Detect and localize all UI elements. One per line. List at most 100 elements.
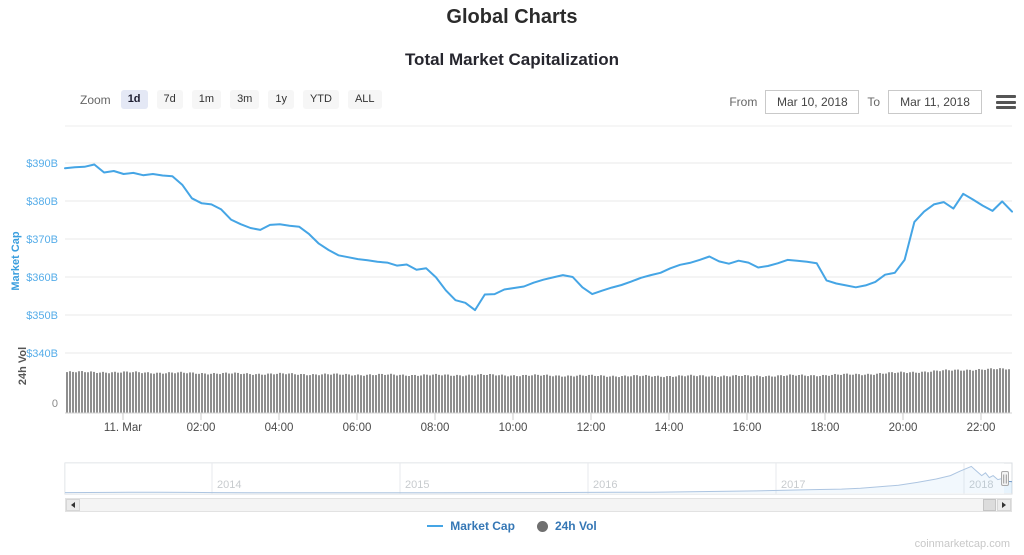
scrollbar-right-arrow[interactable] [997, 499, 1011, 511]
volume-bar [186, 373, 188, 413]
volume-bar [162, 373, 164, 413]
volume-bar [507, 376, 509, 413]
volume-bar [630, 376, 632, 413]
volume-bar [870, 374, 872, 413]
volume-bar [363, 375, 365, 413]
volume-bar [165, 373, 167, 413]
volume-bar [639, 376, 641, 413]
from-date-input[interactable] [765, 90, 860, 114]
volume-bar [168, 372, 170, 413]
volume-bar [978, 368, 980, 413]
to-label: To [867, 95, 880, 109]
zoom-button-ytd[interactable]: YTD [302, 90, 339, 109]
zoom-button-group: Zoom 1d 7d 1m 3m 1y YTD ALL [80, 90, 391, 109]
navigator-handle[interactable] [1001, 471, 1009, 486]
volume-bar [495, 375, 497, 413]
volume-bar [219, 374, 221, 413]
x-axis-tick-label: 16:00 [733, 422, 762, 434]
x-axis-tick-label: 10:00 [499, 422, 528, 434]
volume-bar [282, 373, 284, 413]
volume-bar [213, 372, 215, 413]
volume-bar [459, 375, 461, 413]
x-axis-tick-label: 11. Mar [104, 422, 142, 434]
volume-bar [519, 376, 521, 413]
volume-bar [585, 375, 587, 413]
volume-bar [894, 373, 896, 413]
volume-bar [789, 374, 791, 413]
chart-scrollbar[interactable] [65, 498, 1012, 512]
volume-bar [492, 374, 494, 413]
volume-bar [411, 375, 413, 413]
volume-bar [963, 370, 965, 413]
volume-bar [573, 376, 575, 413]
volume-bar [216, 373, 218, 413]
volume-bar [252, 374, 254, 413]
volume-bar [69, 371, 71, 413]
volume-bar [243, 373, 245, 413]
x-axis-tick-label: 22:00 [967, 422, 996, 434]
volume-bar [330, 374, 332, 413]
volume-bar [582, 375, 584, 413]
to-date-input[interactable] [888, 90, 982, 114]
x-axis-tick-label: 14:00 [655, 422, 684, 434]
scrollbar-left-arrow[interactable] [66, 499, 80, 511]
y-axis-tick-label: $380B [26, 196, 58, 208]
export-menu-icon[interactable] [996, 95, 1016, 109]
volume-bar [195, 373, 197, 413]
volume-bar [102, 371, 104, 413]
volume-bar [372, 375, 374, 413]
volume-bar [231, 373, 233, 413]
volume-bar [828, 375, 830, 413]
volume-bar [378, 373, 380, 413]
volume-bar [810, 375, 812, 413]
volume-bar [489, 373, 491, 413]
volume-bar [174, 373, 176, 413]
chart-toolbar: Zoom 1d 7d 1m 3m 1y YTD ALL From To [0, 90, 1024, 114]
volume-bar [147, 372, 149, 413]
volume-bar [339, 374, 341, 413]
volume-bar [438, 374, 440, 413]
volume-bar [540, 375, 542, 413]
volume-bar [597, 376, 599, 413]
volume-bar [654, 376, 656, 413]
volume-bar [414, 374, 416, 413]
zoom-button-3m[interactable]: 3m [230, 90, 260, 109]
line-series-icon [427, 525, 444, 527]
volume-bar [480, 373, 482, 413]
volume-bar [765, 376, 767, 413]
volume-bar [66, 372, 68, 413]
legend-item-24h-vol[interactable]: 24h Vol [536, 519, 597, 533]
volume-bar [735, 375, 737, 413]
volume-bar [1005, 369, 1007, 413]
volume-bar [522, 375, 524, 413]
volume-bar [486, 374, 488, 413]
volume-bar [855, 373, 857, 413]
volume-bar [297, 374, 299, 413]
volume-bar [729, 376, 731, 413]
volume-bar [948, 370, 950, 413]
volume-bar [474, 375, 476, 413]
volume-bar [447, 374, 449, 413]
volume-bar [381, 373, 383, 413]
date-range-group: From To [721, 90, 1016, 114]
zoom-button-7d[interactable]: 7d [156, 90, 183, 109]
volume-bar [435, 373, 437, 413]
zoom-button-all[interactable]: ALL [347, 90, 382, 109]
zoom-button-1d[interactable]: 1d [120, 90, 148, 109]
scrollbar-thumb[interactable] [983, 499, 996, 511]
volume-bar [984, 369, 986, 413]
volume-bar [924, 371, 926, 413]
volume-bar [204, 373, 206, 413]
navigator-series-line [64, 465, 1013, 494]
zoom-button-1y[interactable]: 1y [268, 90, 294, 109]
y-axis-title-market-cap: Market Cap [10, 231, 22, 291]
volume-bar [501, 374, 503, 413]
chart-legend: Market Cap 24h Vol [0, 519, 1024, 533]
volume-bar [969, 369, 971, 413]
legend-item-market-cap[interactable]: Market Cap [427, 519, 515, 533]
volume-bar [750, 376, 752, 413]
zoom-button-1m[interactable]: 1m [191, 90, 222, 109]
volume-bar [666, 376, 668, 413]
volume-bar [525, 374, 527, 413]
